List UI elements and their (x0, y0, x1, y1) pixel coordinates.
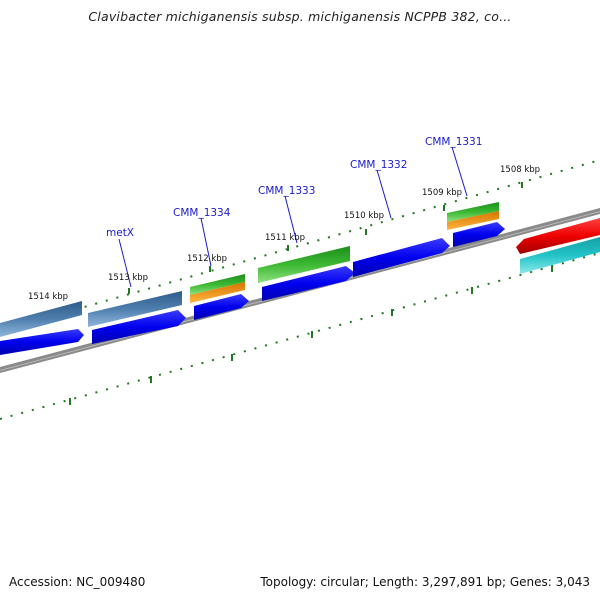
gene-label-cmm-1334[interactable]: CMM_1334 (173, 207, 231, 219)
kbp-label-1510: 1510 kbp (344, 211, 384, 221)
cds-arrow[interactable] (92, 310, 186, 344)
feature-block[interactable] (190, 282, 245, 303)
kbp-label-1508: 1508 kbp (500, 165, 540, 175)
feature-block[interactable] (190, 274, 245, 295)
inner-tick-track (0, 252, 600, 420)
feature-block[interactable] (258, 246, 350, 283)
feature-block[interactable] (447, 211, 499, 230)
kbp-label-1509: 1509 kbp (422, 188, 462, 198)
feature-row-steelblue (0, 291, 182, 337)
gene-label-metx[interactable]: metX (106, 227, 134, 239)
feature-block[interactable] (88, 291, 182, 327)
map-title: Clavibacter michiganensis subsp. michiga… (88, 9, 512, 24)
gene-label-leaders (118, 146, 468, 288)
cds-arrow[interactable] (453, 222, 505, 247)
cds-arrow[interactable] (0, 329, 84, 355)
feature-block[interactable] (516, 218, 600, 254)
feature-row-green (190, 202, 499, 303)
feature-row-right (516, 218, 600, 274)
gene-label-cmm-1331[interactable]: CMM_1331 (425, 136, 482, 148)
kbp-labels: 1514 kbp 1513 kbp 1512 kbp 1511 kbp 1510… (28, 165, 540, 302)
gene-labels: metX CMM_1334 CMM_1333 CMM_1332 CMM_1331 (106, 136, 482, 239)
kbp-label-1511: 1511 kbp (265, 233, 305, 243)
cds-arrow[interactable] (353, 238, 450, 277)
cds-arrow[interactable] (194, 294, 249, 320)
kbp-label-1512: 1512 kbp (187, 254, 227, 264)
topology-text: Topology: circular; Length: 3,297,891 bp… (260, 575, 590, 589)
gene-label-cmm-1333[interactable]: CMM_1333 (258, 185, 315, 197)
accession-text: Accession: NC_009480 (9, 575, 146, 589)
feature-block[interactable] (520, 237, 600, 274)
feature-block[interactable] (0, 301, 82, 337)
kbp-label-1514: 1514 kbp (28, 292, 68, 302)
feature-row-cds (0, 222, 505, 355)
gene-label-cmm-1332[interactable]: CMM_1332 (350, 159, 407, 171)
feature-block[interactable] (447, 202, 499, 222)
cds-arrow[interactable] (262, 266, 355, 301)
kbp-label-1513: 1513 kbp (108, 273, 148, 283)
